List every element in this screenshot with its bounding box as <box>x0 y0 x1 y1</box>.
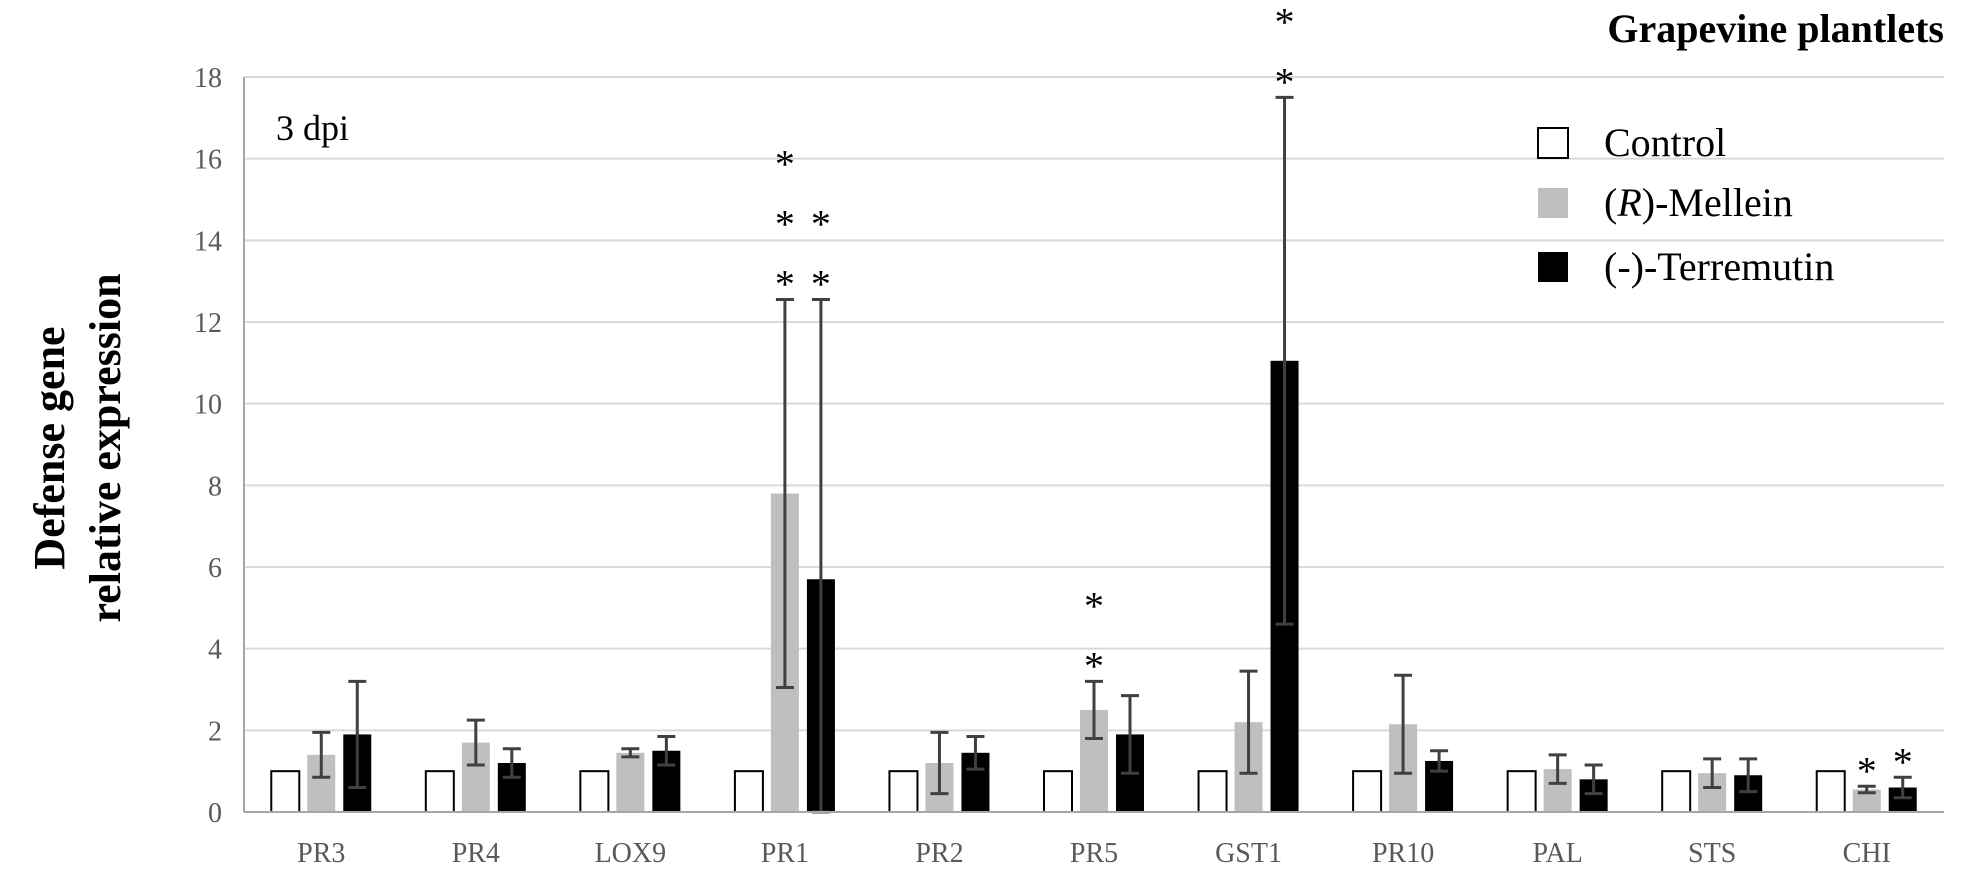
legend-label-terremutin: (-)-Terremutin <box>1604 244 1834 289</box>
significance-star: * <box>1084 643 1104 688</box>
y-tick-label: 0 <box>208 798 222 829</box>
x-tick-label: PAL <box>1532 838 1582 869</box>
x-tick-label: STS <box>1688 838 1736 869</box>
y-tick-label: 12 <box>194 308 222 339</box>
significance-star: * <box>775 262 795 307</box>
y-axis-label-line-2: relative expression <box>81 273 130 622</box>
y-axis-label-line-1: Defense gene <box>25 326 74 569</box>
bar <box>1661 770 1692 814</box>
x-category-labels: PR3 PR4 LOX9 PR1 PR2 PR5 GST1 PR10 PAL STS CHI <box>297 838 1891 869</box>
legend: Control (R)-Mellein (-)-Terremutin <box>1537 120 1834 289</box>
x-tick-label: PR10 <box>1372 838 1434 869</box>
significance-star: * <box>1084 583 1104 628</box>
chart-title: Grapevine plantlets <box>1607 6 1944 51</box>
legend-label-mellein-open: ( <box>1604 180 1617 225</box>
significance-star: * <box>1275 0 1295 44</box>
bar <box>1352 770 1383 814</box>
significance-star: * <box>775 202 795 247</box>
x-tick-label: PR4 <box>452 838 500 869</box>
bar <box>733 770 764 814</box>
bar <box>888 770 919 814</box>
bar <box>424 770 455 814</box>
bar <box>1197 770 1228 814</box>
x-tick-label: PR3 <box>297 838 345 869</box>
legend-item-control: Control <box>1537 120 1726 165</box>
legend-item-terremutin: (-)-Terremutin <box>1538 244 1834 289</box>
bar <box>1852 789 1881 812</box>
y-tick-label: 14 <box>194 226 222 257</box>
legend-label-mellein-rest: )-Mellein <box>1642 180 1793 225</box>
x-tick-label: PR5 <box>1070 838 1118 869</box>
y-tick-label: 6 <box>208 553 222 584</box>
significance-star: * <box>811 202 831 247</box>
x-tick-label: CHI <box>1843 838 1891 869</box>
y-tick-label: 4 <box>208 635 222 666</box>
gridlines <box>244 76 1944 732</box>
significance-star: * <box>775 142 795 187</box>
bar <box>1506 770 1537 814</box>
x-tick-label: GST1 <box>1215 838 1282 869</box>
panel-label: 3 dpi <box>276 108 349 148</box>
x-tick-label: LOX9 <box>595 838 667 869</box>
legend-label-mellein-italic: R <box>1616 180 1641 225</box>
legend-label-mellein: (R)-Mellein <box>1604 180 1793 225</box>
error-bars <box>312 95 1912 814</box>
significance-stars: ************ <box>775 0 1913 793</box>
bar <box>1043 770 1073 814</box>
bar <box>579 770 610 814</box>
y-tick-label: 18 <box>194 63 222 94</box>
y-tick-label: 2 <box>208 716 222 747</box>
bar <box>616 752 645 812</box>
y-axis-label: Defense gene relative expression <box>25 273 130 622</box>
legend-swatch-control <box>1537 127 1569 159</box>
bar <box>1815 770 1846 814</box>
y-tick-label: 16 <box>194 145 222 176</box>
y-tick-label: 10 <box>194 390 222 421</box>
x-tick-label: PR2 <box>915 838 963 869</box>
x-tick-label: PR1 <box>761 838 809 869</box>
significance-star: * <box>1275 59 1295 104</box>
legend-swatch-terremutin <box>1538 252 1568 282</box>
legend-label-control: Control <box>1604 120 1726 165</box>
significance-star: * <box>1857 748 1877 793</box>
legend-item-mellein: (R)-Mellein <box>1538 180 1793 225</box>
bar <box>270 770 301 814</box>
significance-star: * <box>811 262 831 307</box>
significance-star: * <box>1893 739 1913 784</box>
y-tick-label: 8 <box>208 471 222 502</box>
legend-swatch-mellein <box>1538 188 1568 218</box>
y-tick-labels: 0 2 4 6 8 10 12 14 16 18 <box>194 63 222 829</box>
